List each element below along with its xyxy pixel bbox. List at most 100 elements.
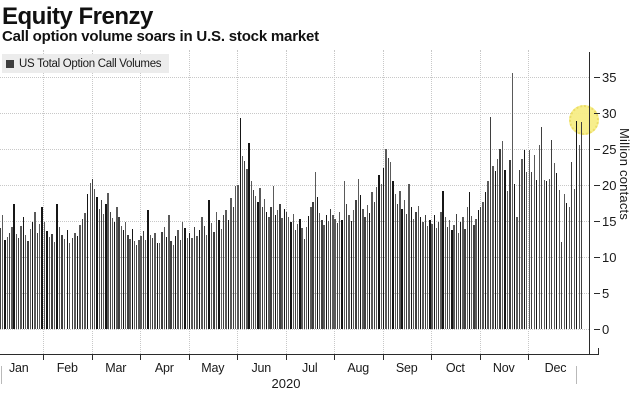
bar [86, 193, 89, 329]
bar [170, 241, 172, 329]
y-tick-label: 15 [602, 214, 617, 229]
bar [346, 204, 348, 329]
bar [526, 172, 528, 329]
bar [154, 232, 156, 329]
bar [279, 204, 281, 329]
bar [131, 228, 133, 329]
bar [341, 220, 343, 329]
bar [237, 185, 239, 329]
bar [43, 221, 45, 329]
year-tick [576, 366, 577, 384]
bar [4, 239, 6, 329]
legend-label: US Total Option Call Volumes [19, 57, 162, 70]
bar [451, 230, 453, 329]
bar [22, 216, 25, 329]
y-tick [594, 113, 600, 114]
bar [48, 236, 51, 329]
month-label: Feb [56, 361, 78, 375]
bar [581, 121, 583, 329]
bar [118, 216, 120, 329]
bar [473, 225, 475, 329]
bar [120, 226, 122, 329]
gridline-h [0, 329, 589, 330]
y-tick [594, 77, 600, 78]
bar [499, 149, 501, 329]
bar [152, 238, 154, 329]
bar [438, 221, 440, 329]
bar [350, 221, 352, 329]
bar [318, 213, 321, 329]
bar [252, 190, 255, 329]
bar [466, 207, 469, 329]
bar [168, 214, 170, 329]
bar [449, 220, 451, 329]
bar [392, 181, 394, 329]
x-tick [237, 355, 238, 360]
bar [305, 226, 308, 329]
y-tick [594, 329, 600, 330]
bar [471, 215, 473, 329]
bar [468, 192, 471, 329]
bar [81, 218, 84, 329]
chart-title: Equity Frenzy [2, 3, 153, 30]
bar [38, 223, 41, 329]
bar [107, 192, 109, 329]
bar [288, 217, 290, 329]
bar [399, 190, 401, 329]
gridline-h [0, 77, 589, 78]
bar [382, 167, 385, 329]
bar [394, 194, 396, 329]
bar [329, 209, 332, 329]
x-axis-line [0, 354, 599, 355]
bar [248, 142, 250, 329]
bar [457, 233, 460, 329]
bar [84, 213, 86, 329]
x-tick [91, 355, 93, 360]
x-tick [479, 355, 481, 360]
bar [111, 218, 114, 329]
month-label: Mar [105, 361, 127, 375]
bar [373, 202, 376, 329]
bar [355, 200, 357, 329]
bar [71, 238, 74, 329]
bar [246, 169, 248, 329]
bar [46, 231, 48, 329]
bar [426, 226, 429, 329]
bar [274, 214, 277, 329]
bar [172, 245, 175, 329]
bar [189, 233, 191, 329]
bar [161, 231, 163, 329]
bar [11, 227, 13, 329]
bar [210, 223, 213, 329]
legend-swatch-icon [6, 59, 14, 68]
gridline-h [0, 149, 589, 150]
bar [541, 126, 543, 329]
bar [410, 207, 413, 329]
bar [496, 159, 499, 329]
bar [261, 207, 264, 329]
legend: US Total Option Call Volumes [2, 54, 170, 73]
bar [124, 221, 127, 329]
bar [292, 213, 294, 329]
bar [250, 180, 253, 329]
bar [24, 235, 27, 329]
month-label: Apr [154, 361, 174, 375]
bar [213, 231, 215, 329]
y-tick-label: 5 [602, 286, 610, 301]
bar [79, 224, 81, 329]
bar [1, 215, 4, 329]
bar [74, 232, 76, 329]
bar [380, 183, 383, 329]
bar [113, 222, 116, 329]
bar [109, 212, 111, 329]
bar [129, 239, 131, 329]
year-tick [1, 366, 2, 384]
bar [244, 160, 246, 329]
bar [348, 214, 350, 329]
bar [546, 181, 548, 329]
bar [511, 72, 513, 329]
gridline-v [431, 50, 432, 354]
bar [433, 214, 435, 329]
bar [239, 118, 241, 329]
